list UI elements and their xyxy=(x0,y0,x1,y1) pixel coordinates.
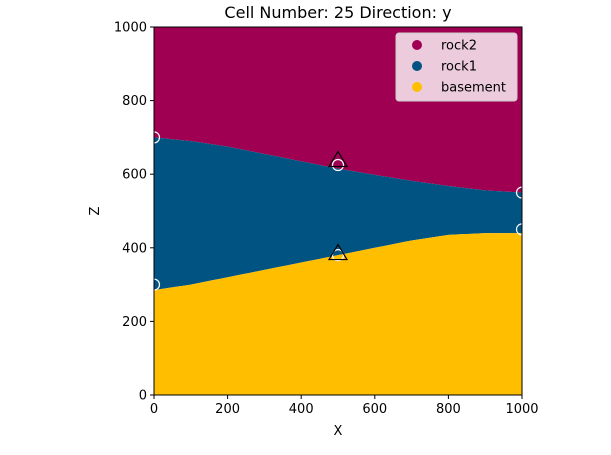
legend-label-rock2: rock2 xyxy=(441,39,477,54)
legend-marker-basement xyxy=(412,82,422,92)
x-tick-label: 600 xyxy=(362,402,387,417)
x-tick-label: 1000 xyxy=(505,402,538,417)
legend-label-rock1: rock1 xyxy=(441,60,477,75)
x-axis: 0 200 400 600 800 1000 xyxy=(150,395,539,417)
plot-frame xyxy=(153,26,523,396)
x-tick-label: 800 xyxy=(436,402,461,417)
y-axis: 0 200 400 600 800 1000 xyxy=(114,21,154,404)
x-tick-label: 200 xyxy=(215,402,240,417)
legend-box xyxy=(395,32,518,102)
y-tick-label: 0 xyxy=(139,389,147,404)
y-tick-label: 200 xyxy=(122,315,147,330)
layer-basement xyxy=(154,233,522,395)
legend-marker-rock2 xyxy=(412,40,422,50)
y-axis-label: Z xyxy=(88,206,103,215)
legend-marker-rock1 xyxy=(412,61,422,71)
y-tick-label: 600 xyxy=(122,168,147,183)
x-tick-label: 400 xyxy=(289,402,314,417)
x-axis-label: X xyxy=(334,424,343,439)
orientation-marker xyxy=(327,150,349,168)
legend: rock2 rock1 basement xyxy=(395,32,518,102)
orientation-marker xyxy=(327,243,349,261)
chart-title: Cell Number: 25 Direction: y xyxy=(224,3,451,22)
surface-point xyxy=(331,249,345,262)
orientation-markers xyxy=(327,150,349,261)
y-tick-label: 1000 xyxy=(114,21,147,36)
legend-label-basement: basement xyxy=(441,81,506,96)
layer-rock1 xyxy=(154,137,522,291)
y-tick-label: 400 xyxy=(122,241,147,256)
y-tick-label: 800 xyxy=(122,94,147,109)
surface-point xyxy=(331,158,345,172)
x-tick-label: 0 xyxy=(150,402,158,417)
